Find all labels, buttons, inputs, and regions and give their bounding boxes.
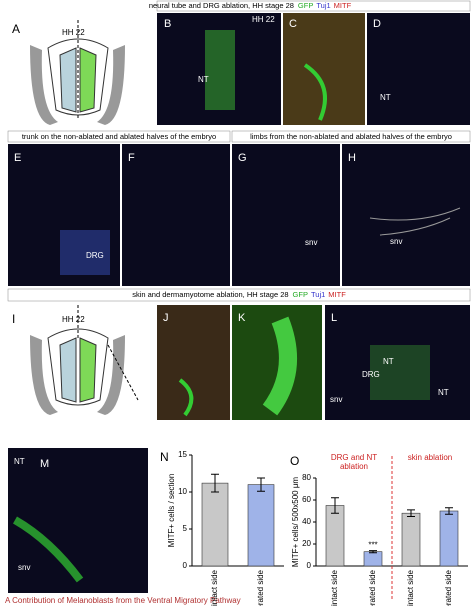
image-tag: snv	[330, 395, 342, 404]
bar	[201, 482, 229, 567]
y-axis-title: MITF+ cells / section	[167, 474, 176, 548]
image-tag: NT	[383, 357, 394, 366]
x-tick-label: operated side	[256, 569, 265, 606]
panel-label: E	[14, 152, 21, 164]
panel-label: I	[12, 312, 15, 326]
stage-label: HH 22	[252, 15, 275, 24]
y-tick-label: 60	[302, 495, 311, 504]
schematic	[30, 305, 139, 415]
y-tick-label: 15	[178, 450, 187, 459]
image-tag: snv	[305, 238, 317, 247]
annotation: ***	[368, 541, 377, 550]
x-tick-label: intact side	[210, 569, 219, 606]
bar	[401, 512, 421, 567]
micrograph	[122, 144, 230, 286]
header-box	[231, 130, 471, 143]
image-tag: NT	[380, 93, 391, 102]
error-bar	[211, 473, 219, 493]
y-tick-label: 0	[307, 561, 312, 570]
error-bar	[257, 477, 265, 492]
micrograph-signal	[205, 30, 235, 110]
y-tick-label: 80	[302, 473, 311, 482]
micrograph-signal	[178, 378, 194, 417]
header: skin and dermamyotome ablation, HH stage…	[132, 290, 346, 299]
panel-label: O	[290, 454, 299, 468]
x-tick-label: operated side	[444, 569, 453, 606]
micrograph	[157, 305, 230, 420]
bar	[247, 484, 275, 567]
bar	[325, 505, 345, 567]
x-tick-label: intact side	[406, 569, 415, 606]
image-tag: NT	[14, 457, 25, 466]
stage-label: HH 22	[62, 28, 85, 37]
header-box	[7, 288, 471, 302]
image-tag: DRG	[362, 370, 380, 379]
y-tick-label: 40	[302, 517, 311, 526]
header: limbs from the non-ablated and ablated h…	[250, 132, 452, 141]
panel-label: G	[238, 152, 247, 164]
micrograph-signal	[60, 230, 110, 275]
stage-label: HH 22	[62, 315, 85, 324]
header-box	[156, 0, 471, 12]
header-box	[7, 130, 231, 143]
panel-label: F	[128, 152, 135, 164]
image-tag: snv	[18, 563, 30, 572]
panel-label: K	[238, 312, 246, 324]
y-tick-label: 20	[302, 539, 311, 548]
image-tag: snv	[390, 237, 402, 246]
caption: A Contribution of Melanoblasts from the …	[5, 596, 241, 605]
image-tag: DRG	[86, 251, 104, 260]
error-bar	[445, 507, 453, 515]
x-tick-label: intact side	[330, 569, 339, 606]
y-tick-label: 10	[178, 487, 187, 496]
panel-label: D	[373, 18, 381, 30]
micrograph-signal	[370, 345, 430, 400]
group-label: ablation	[340, 462, 368, 471]
micrograph	[232, 144, 340, 286]
header: trunk on the non-ablated and ablated hal…	[22, 132, 216, 141]
y-axis-title: MITF+ cells/ 500x500 μm	[291, 477, 300, 568]
panel-label: C	[289, 18, 297, 30]
y-tick-label: 5	[183, 524, 188, 533]
panel-label: J	[163, 312, 169, 324]
micrograph-signal	[262, 316, 297, 416]
micrograph	[367, 13, 470, 125]
error-bar	[331, 497, 339, 514]
panel-label: A	[12, 22, 20, 36]
group-label: DRG and NT	[331, 453, 377, 462]
panel-label: B	[164, 18, 171, 30]
bar	[363, 551, 383, 567]
schematic	[30, 20, 125, 125]
group-label: skin ablation	[408, 453, 452, 462]
panel-label: M	[40, 458, 49, 470]
panel-label: H	[348, 152, 356, 164]
outline	[369, 207, 461, 236]
x-tick-label: operated side	[368, 569, 377, 606]
micrograph-signal	[303, 63, 327, 121]
bar	[439, 510, 459, 567]
error-bar	[369, 550, 377, 554]
micrograph	[342, 144, 470, 286]
header: neural tube and DRG ablation, HH stage 2…	[149, 1, 352, 10]
image-tag: NT	[438, 388, 449, 397]
micrograph	[8, 448, 148, 593]
panel-label: L	[331, 312, 337, 324]
error-bar	[407, 509, 415, 517]
panel-label: N	[160, 450, 169, 464]
image-tag: NT	[198, 75, 209, 84]
micrograph-signal	[13, 516, 84, 583]
y-tick-label: 0	[183, 561, 188, 570]
